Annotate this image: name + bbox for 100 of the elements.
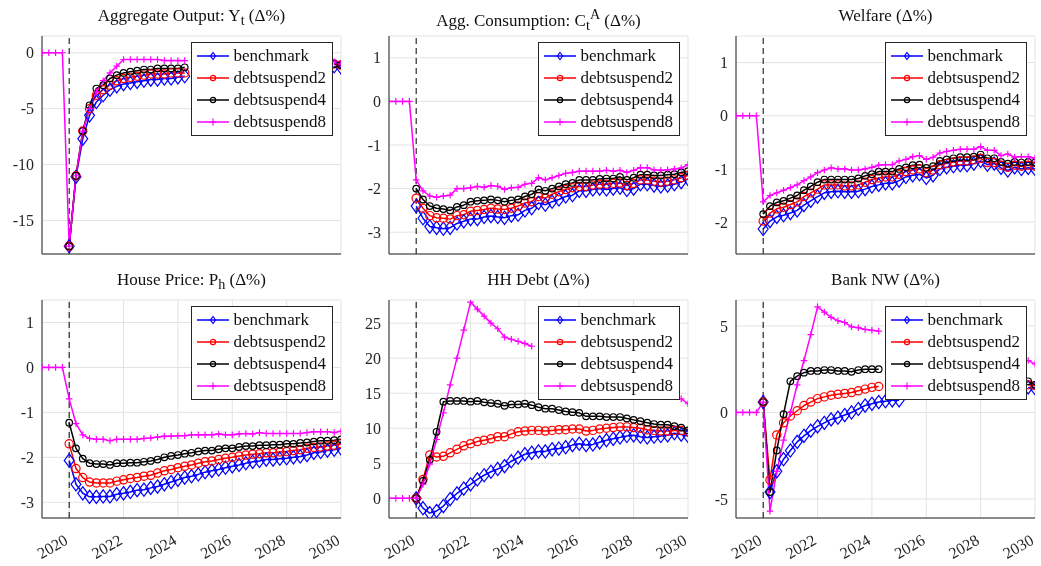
- x-tick-label: 2026: [891, 531, 928, 562]
- point: [165, 474, 177, 490]
- point: [499, 431, 510, 442]
- point: [480, 183, 489, 192]
- point: [417, 211, 429, 226]
- y-tick-label: -3: [20, 493, 34, 511]
- point: [526, 201, 538, 216]
- point: [656, 420, 665, 429]
- point: [179, 470, 191, 485]
- point: [561, 407, 570, 416]
- point: [303, 428, 311, 437]
- point: [615, 422, 625, 432]
- y-tick-label: 5: [373, 455, 381, 472]
- point: [303, 438, 311, 447]
- point: [521, 399, 529, 408]
- point: [131, 74, 143, 90]
- x-tick-label: 2020: [34, 531, 71, 562]
- point: [485, 464, 497, 479]
- point: [784, 205, 796, 221]
- point: [316, 436, 325, 445]
- point: [908, 161, 917, 170]
- point: [784, 443, 796, 458]
- point: [493, 196, 502, 205]
- legend-label: debtsuspend2: [233, 332, 326, 352]
- point: [173, 462, 183, 473]
- point: [609, 174, 618, 183]
- point: [793, 191, 802, 200]
- point: [234, 451, 244, 461]
- point: [419, 186, 427, 195]
- point: [806, 188, 816, 198]
- point: [1002, 163, 1014, 178]
- point: [636, 170, 645, 179]
- point: [859, 398, 871, 413]
- point: [480, 196, 489, 205]
- point: [459, 397, 468, 405]
- point: [526, 445, 538, 461]
- point: [507, 400, 516, 409]
- point: [125, 473, 136, 484]
- point: [431, 220, 443, 236]
- point: [867, 382, 877, 393]
- point: [419, 480, 427, 489]
- point: [200, 457, 210, 467]
- point: [520, 426, 530, 436]
- point: [77, 131, 89, 147]
- y-tick-label: 10: [365, 419, 381, 437]
- point: [444, 220, 456, 236]
- legend-label: debtsuspend4: [580, 354, 673, 374]
- chart-title: HH Debt (Δ%): [486, 270, 591, 290]
- point: [99, 81, 108, 90]
- point: [213, 454, 224, 465]
- point: [194, 447, 203, 456]
- point: [438, 213, 449, 223]
- point: [840, 388, 850, 399]
- legend-label: benchmark: [927, 310, 1003, 330]
- point: [764, 484, 776, 500]
- point: [826, 390, 836, 400]
- point: [798, 428, 810, 444]
- point: [172, 472, 184, 487]
- point: [827, 313, 836, 322]
- point: [111, 486, 123, 502]
- point: [791, 434, 803, 450]
- point: [766, 202, 774, 211]
- point: [595, 175, 604, 183]
- point: [288, 445, 299, 456]
- point: [786, 377, 795, 386]
- point: [873, 173, 884, 183]
- point: [845, 184, 858, 199]
- point: [254, 449, 265, 459]
- point: [513, 201, 523, 211]
- point: [800, 368, 808, 377]
- point: [894, 169, 904, 179]
- point: [1009, 160, 1020, 170]
- point: [628, 428, 640, 443]
- point: [874, 167, 883, 176]
- point: [112, 476, 122, 486]
- point: [289, 439, 298, 448]
- point: [1009, 160, 1021, 175]
- point: [867, 174, 877, 185]
- point: [106, 68, 114, 77]
- point: [104, 82, 116, 97]
- y-tick-label: -15: [12, 212, 34, 230]
- point: [935, 149, 944, 157]
- point: [221, 444, 230, 453]
- legend-label: debtsuspend4: [233, 354, 326, 374]
- point: [492, 209, 504, 225]
- x-tick-label: 2030: [306, 531, 343, 562]
- x-tick-label: 2024: [837, 531, 874, 562]
- point: [166, 464, 176, 475]
- y-tick-label: 15: [365, 384, 381, 402]
- point: [84, 108, 96, 123]
- point: [800, 186, 808, 195]
- point: [866, 179, 878, 194]
- point: [167, 64, 176, 73]
- point: [465, 438, 476, 449]
- point: [662, 426, 673, 436]
- point: [99, 460, 108, 468]
- point: [151, 72, 164, 87]
- point: [567, 183, 578, 193]
- x-tick-label: 2026: [197, 531, 234, 562]
- point: [879, 394, 892, 409]
